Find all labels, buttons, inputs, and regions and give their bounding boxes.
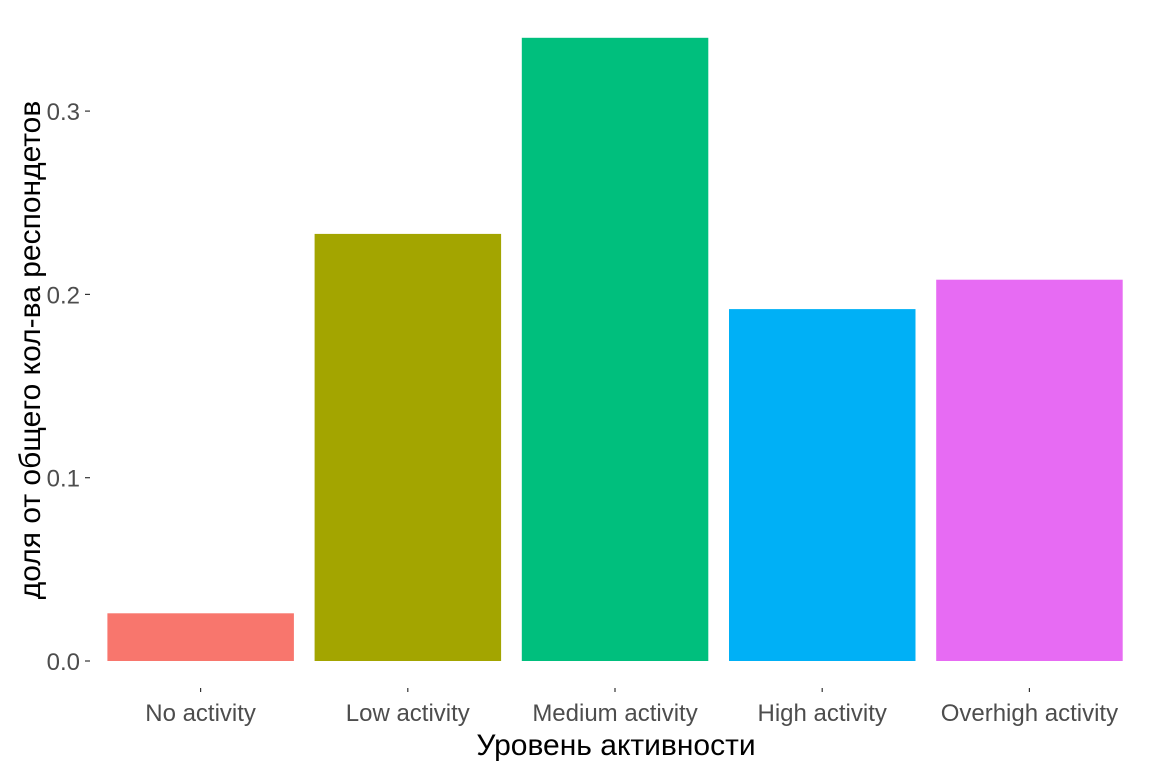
x-axis: No activity Low activity Medium activity Hi… — [145, 688, 1118, 727]
x-tick-label-no-activity: No activity — [145, 700, 256, 727]
x-tick-label-high-activity: High activity — [758, 700, 887, 727]
bar-low-activity — [314, 233, 502, 661]
y-tick-label-0-2: 0.2 — [47, 282, 80, 309]
bar-no-activity — [107, 613, 294, 661]
bars-group — [107, 37, 1123, 662]
x-tick-label-overhigh-activity: Overhigh activity — [941, 700, 1118, 727]
bar-high-activity — [729, 309, 916, 661]
y-axis-title: доля от общего кол-ва респондетов — [14, 101, 47, 600]
bar-medium-activity — [521, 37, 709, 662]
y-tick-label-0-3: 0.3 — [47, 99, 80, 126]
x-tick-label-medium-activity: Medium activity — [532, 700, 697, 727]
y-tick-label-0-0: 0.0 — [47, 649, 80, 676]
y-axis: 0.0 0.1 0.2 0.3 — [47, 99, 90, 676]
x-tick-label-low-activity: Low activity — [346, 700, 470, 727]
y-tick-label-0-1: 0.1 — [47, 466, 80, 493]
bar-overhigh-activity — [936, 279, 1123, 661]
x-axis-title: Уровень активности — [476, 729, 755, 762]
